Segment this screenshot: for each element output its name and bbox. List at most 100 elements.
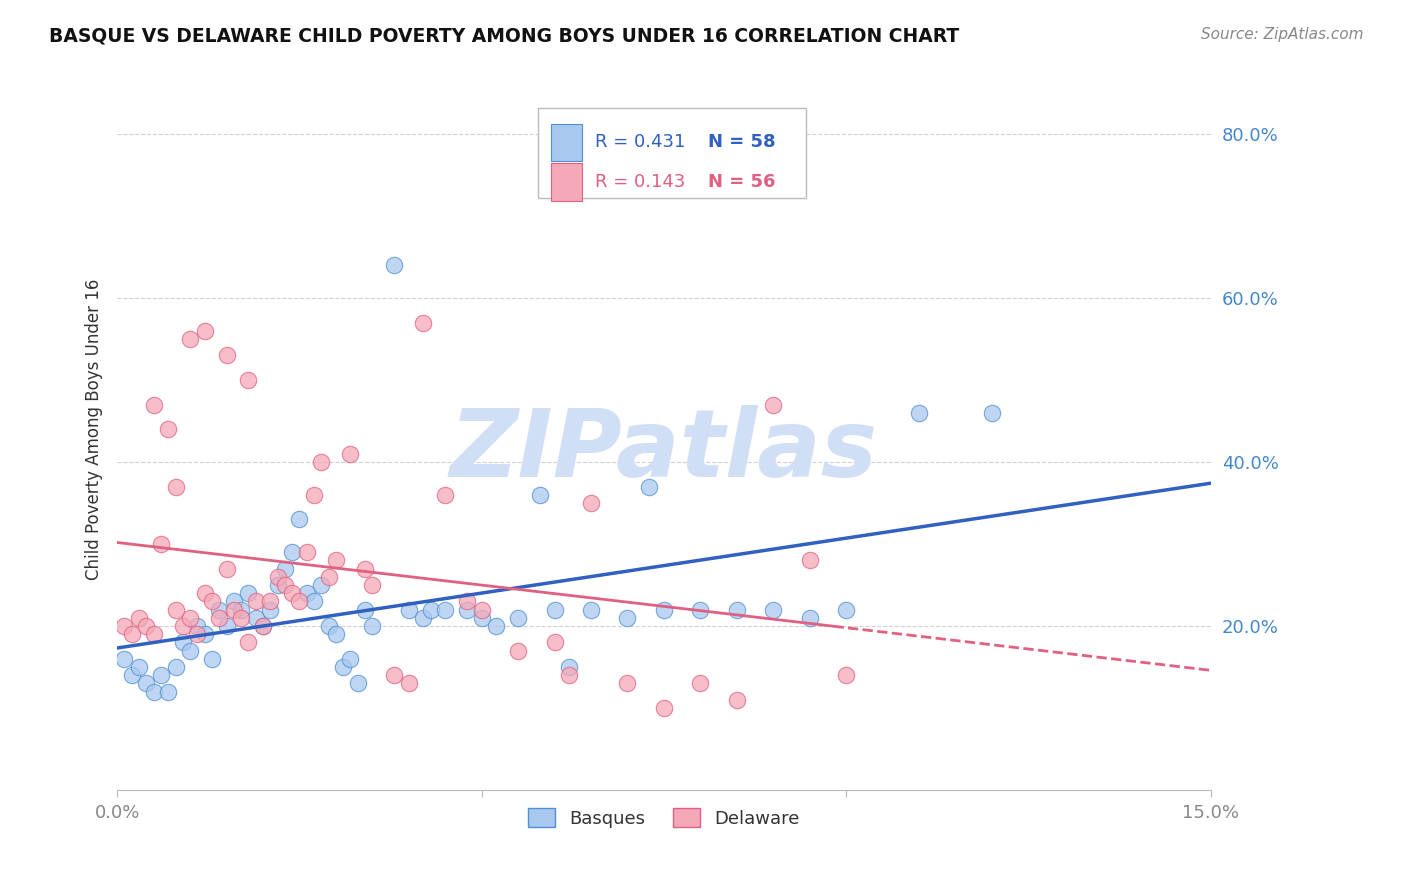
Point [799, 611, 821, 625]
Point [361, 619, 384, 633]
Point [281, 545, 304, 559]
Point [354, 602, 377, 616]
Point [229, 602, 252, 616]
Point [172, 635, 194, 649]
Point [725, 602, 748, 616]
Point [208, 602, 231, 616]
Point [142, 627, 165, 641]
Point [274, 561, 297, 575]
Point [725, 692, 748, 706]
Point [762, 398, 785, 412]
Point [165, 480, 187, 494]
Text: N = 56: N = 56 [707, 173, 775, 191]
Point [295, 545, 318, 559]
Point [302, 594, 325, 608]
FancyBboxPatch shape [551, 124, 582, 161]
Point [908, 406, 931, 420]
Point [456, 594, 478, 608]
Point [266, 578, 288, 592]
Point [543, 635, 565, 649]
Point [318, 619, 340, 633]
Point [281, 586, 304, 600]
Point [558, 668, 581, 682]
Point [266, 570, 288, 584]
Legend: Basques, Delaware: Basques, Delaware [520, 801, 807, 835]
Point [259, 594, 281, 608]
Point [135, 619, 157, 633]
Point [616, 611, 638, 625]
Point [318, 570, 340, 584]
Point [311, 578, 333, 592]
Point [471, 611, 494, 625]
Point [238, 635, 260, 649]
Point [325, 553, 347, 567]
Point [412, 316, 434, 330]
Point [208, 611, 231, 625]
Point [128, 660, 150, 674]
Point [128, 611, 150, 625]
Point [142, 684, 165, 698]
Point [354, 561, 377, 575]
Point [194, 324, 217, 338]
Point [194, 627, 217, 641]
Point [689, 602, 711, 616]
Point [245, 611, 267, 625]
Point [311, 455, 333, 469]
Point [506, 643, 529, 657]
Point [325, 627, 347, 641]
Point [412, 611, 434, 625]
Point [558, 660, 581, 674]
Point [835, 668, 858, 682]
Point [252, 619, 274, 633]
Point [579, 496, 602, 510]
Point [689, 676, 711, 690]
Point [339, 447, 361, 461]
Point [346, 676, 368, 690]
Text: R = 0.431: R = 0.431 [595, 134, 685, 152]
Point [382, 258, 405, 272]
Point [222, 602, 245, 616]
Point [165, 602, 187, 616]
Point [302, 488, 325, 502]
Point [157, 684, 180, 698]
Point [142, 398, 165, 412]
Point [616, 676, 638, 690]
Point [149, 668, 172, 682]
Point [114, 619, 136, 633]
Point [434, 488, 457, 502]
Point [114, 652, 136, 666]
Point [434, 602, 457, 616]
Point [238, 373, 260, 387]
FancyBboxPatch shape [538, 108, 806, 198]
Point [506, 611, 529, 625]
Point [186, 627, 208, 641]
Text: R = 0.143: R = 0.143 [595, 173, 685, 191]
Point [485, 619, 508, 633]
Point [398, 676, 420, 690]
Point [652, 701, 675, 715]
Point [186, 619, 208, 633]
Point [382, 668, 405, 682]
Point [252, 619, 274, 633]
Y-axis label: Child Poverty Among Boys Under 16: Child Poverty Among Boys Under 16 [86, 278, 103, 580]
Point [165, 660, 187, 674]
Text: Source: ZipAtlas.com: Source: ZipAtlas.com [1201, 27, 1364, 42]
Point [179, 332, 201, 346]
Point [259, 602, 281, 616]
Point [980, 406, 1002, 420]
FancyBboxPatch shape [551, 163, 582, 201]
Point [121, 668, 143, 682]
Point [332, 660, 354, 674]
Text: BASQUE VS DELAWARE CHILD POVERTY AMONG BOYS UNDER 16 CORRELATION CHART: BASQUE VS DELAWARE CHILD POVERTY AMONG B… [49, 27, 959, 45]
Point [172, 619, 194, 633]
Point [456, 602, 478, 616]
Point [238, 586, 260, 600]
Text: ZIPatlas: ZIPatlas [450, 405, 877, 497]
Point [149, 537, 172, 551]
Point [762, 602, 785, 616]
Point [398, 602, 420, 616]
Point [579, 602, 602, 616]
Point [179, 643, 201, 657]
Point [135, 676, 157, 690]
Point [229, 611, 252, 625]
